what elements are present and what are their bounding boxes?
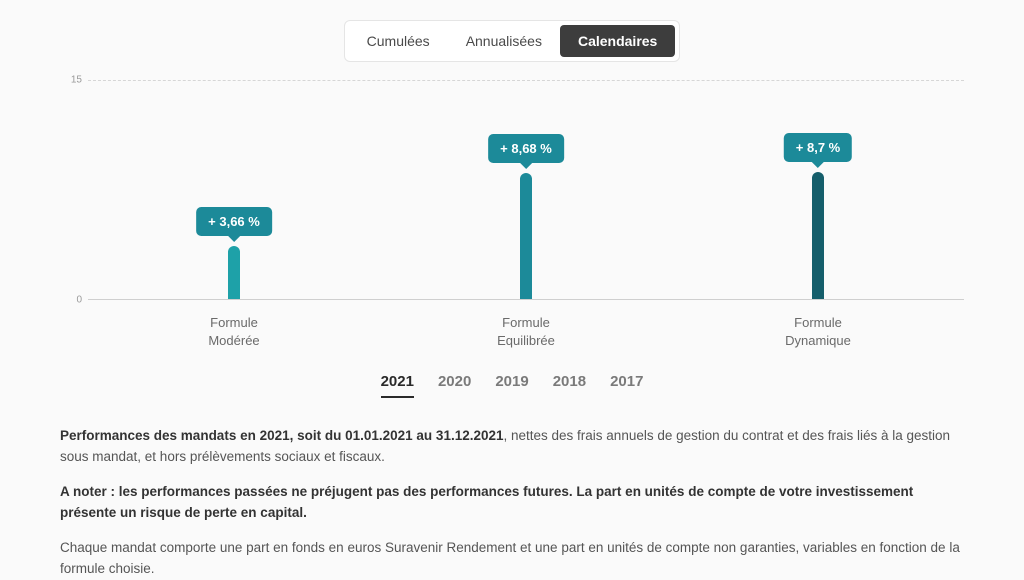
paragraph-detail: Chaque mandat comporte une part en fonds… xyxy=(60,538,964,580)
p1-bold: Performances des mandats en 2021, soit d… xyxy=(60,428,504,443)
p3-text: Chaque mandat comporte une part en fonds… xyxy=(60,540,960,576)
x-label-0-l2: Modérée xyxy=(208,333,259,348)
view-tabs-inner: Cumulées Annualisées Calendaires xyxy=(344,20,681,62)
year-tab-2021[interactable]: 2021 xyxy=(381,373,414,398)
y-tick-max: 15 xyxy=(71,75,82,86)
year-tab-2018[interactable]: 2018 xyxy=(553,373,586,398)
x-label-1-l2: Equilibrée xyxy=(497,333,555,348)
tooltip-dynamique: + 8,7 % xyxy=(784,133,852,162)
tab-cumulees[interactable]: Cumulées xyxy=(349,25,448,57)
tooltip-moderee: + 3,66 % xyxy=(196,207,272,236)
x-label-2: Formule Dynamique xyxy=(672,314,964,349)
bar-equilibree[interactable]: + 8,68 % xyxy=(520,173,532,300)
bar-col-2: + 8,7 % xyxy=(672,80,964,300)
page-root: Cumulées Annualisées Calendaires 15 0 + … xyxy=(0,0,1024,580)
year-tab-2020[interactable]: 2020 xyxy=(438,373,471,398)
tooltip-equilibree: + 8,68 % xyxy=(488,134,564,163)
x-axis-labels: Formule Modérée Formule Equilibrée Formu… xyxy=(88,314,964,349)
bar-col-1: + 8,68 % xyxy=(380,80,672,300)
bar-dynamique[interactable]: + 8,7 % xyxy=(812,172,824,300)
x-label-2-l2: Dynamique xyxy=(785,333,851,348)
bar-chart: 15 0 + 3,66 % + 8,68 % + 8,7 % xyxy=(60,80,964,300)
year-tabs: 2021 2020 2019 2018 2017 xyxy=(60,373,964,398)
x-label-0: Formule Modérée xyxy=(88,314,380,349)
year-tab-2017[interactable]: 2017 xyxy=(610,373,643,398)
paragraph-performance: Performances des mandats en 2021, soit d… xyxy=(60,426,964,468)
p2-bold: A noter : les performances passées ne pr… xyxy=(60,484,913,520)
x-label-1: Formule Equilibrée xyxy=(380,314,672,349)
tab-annualisees[interactable]: Annualisées xyxy=(448,25,560,57)
plot-area: + 3,66 % + 8,68 % + 8,7 % xyxy=(88,80,964,300)
tab-calendaires[interactable]: Calendaires xyxy=(560,25,675,57)
x-axis-line xyxy=(88,299,964,300)
paragraph-warning: A noter : les performances passées ne pr… xyxy=(60,482,964,524)
x-label-0-l1: Formule xyxy=(210,315,258,330)
x-label-1-l1: Formule xyxy=(502,315,550,330)
year-tab-2019[interactable]: 2019 xyxy=(495,373,528,398)
bar-col-0: + 3,66 % xyxy=(88,80,380,300)
x-label-2-l1: Formule xyxy=(794,315,842,330)
y-tick-min: 0 xyxy=(76,295,82,306)
y-axis: 15 0 xyxy=(60,80,88,300)
bar-moderee[interactable]: + 3,66 % xyxy=(228,246,240,300)
view-tabs: Cumulées Annualisées Calendaires xyxy=(60,20,964,62)
